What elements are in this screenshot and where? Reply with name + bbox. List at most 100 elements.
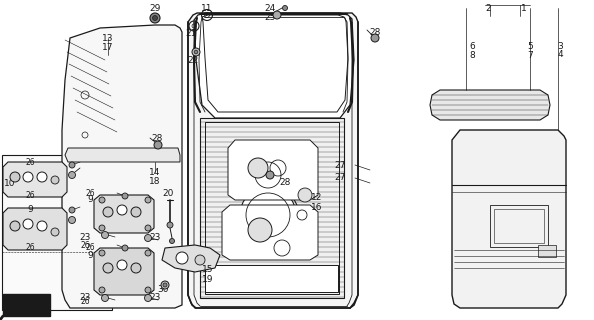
Text: 28: 28 [279,178,290,187]
Circle shape [144,294,151,301]
Circle shape [117,260,127,270]
Bar [2,155,112,310]
Text: 12: 12 [311,194,323,203]
Text: 18: 18 [149,177,161,186]
Circle shape [23,219,33,229]
Circle shape [99,197,105,203]
Text: 23: 23 [80,292,91,301]
Circle shape [102,231,109,238]
Circle shape [99,250,105,256]
Bar [100,180,145,200]
Circle shape [68,172,75,179]
Circle shape [248,218,272,242]
Circle shape [150,13,160,23]
Circle shape [154,141,162,149]
Circle shape [103,263,113,273]
Circle shape [37,172,47,182]
Polygon shape [3,294,50,316]
Text: 26: 26 [80,241,90,250]
Circle shape [117,205,127,215]
Text: 14: 14 [149,167,161,177]
Circle shape [122,193,128,199]
Polygon shape [3,162,67,197]
Circle shape [176,252,188,264]
Polygon shape [162,245,220,272]
Circle shape [371,34,379,42]
Polygon shape [65,148,180,162]
Text: 26: 26 [25,244,35,252]
Text: 9: 9 [87,196,93,204]
Circle shape [167,222,173,228]
Text: 19: 19 [202,275,214,284]
Circle shape [51,176,59,184]
Circle shape [23,172,33,182]
Text: 11: 11 [201,4,213,12]
Text: 16: 16 [311,203,323,212]
Text: 26: 26 [85,244,95,252]
Text: 26: 26 [80,298,90,307]
Circle shape [68,217,75,223]
Text: 3: 3 [557,42,563,51]
Polygon shape [200,118,344,298]
Text: 28: 28 [369,28,381,36]
Polygon shape [205,265,338,292]
Text: 10: 10 [4,179,16,188]
Text: 9: 9 [87,251,93,260]
Circle shape [10,221,20,231]
Text: 17: 17 [102,43,113,52]
Bar [490,205,548,247]
Circle shape [298,188,312,202]
Circle shape [122,245,128,251]
Circle shape [145,197,151,203]
Circle shape [103,207,113,217]
Circle shape [144,235,151,242]
Polygon shape [194,13,354,118]
Circle shape [195,255,205,265]
Circle shape [37,221,47,231]
Text: 15: 15 [202,266,214,275]
Polygon shape [430,90,550,120]
Text: 26: 26 [85,188,95,197]
Circle shape [51,228,59,236]
Text: 8: 8 [469,51,475,60]
Bar [113,83,125,91]
Circle shape [131,207,141,217]
Circle shape [145,250,151,256]
Polygon shape [188,13,358,308]
Circle shape [266,171,274,179]
Text: 26: 26 [25,157,35,166]
Circle shape [99,287,105,293]
Polygon shape [94,248,154,295]
Bar [494,209,544,243]
Circle shape [145,225,151,231]
Text: 27: 27 [334,161,346,170]
Text: 2: 2 [485,4,491,12]
Polygon shape [228,140,318,200]
Circle shape [273,11,281,19]
Circle shape [10,172,20,182]
Polygon shape [62,25,182,308]
Text: 23: 23 [80,234,91,243]
Text: 22: 22 [187,55,198,65]
Circle shape [240,187,296,243]
Text: 4: 4 [557,50,563,59]
Text: 21: 21 [185,28,197,37]
Text: 28: 28 [151,133,163,142]
Polygon shape [94,195,154,233]
Text: FR.: FR. [8,303,26,313]
Bar [95,175,150,205]
Bar [205,122,339,294]
Circle shape [102,294,109,301]
Text: 5: 5 [527,42,533,51]
Circle shape [194,50,198,54]
Circle shape [145,287,151,293]
Text: 30: 30 [157,285,169,294]
Text: 25: 25 [264,12,276,21]
Text: 24: 24 [264,4,276,12]
Circle shape [99,225,105,231]
Circle shape [131,263,141,273]
Text: 13: 13 [102,34,113,43]
Circle shape [153,15,157,20]
Polygon shape [3,208,67,250]
Text: 1: 1 [521,4,527,12]
